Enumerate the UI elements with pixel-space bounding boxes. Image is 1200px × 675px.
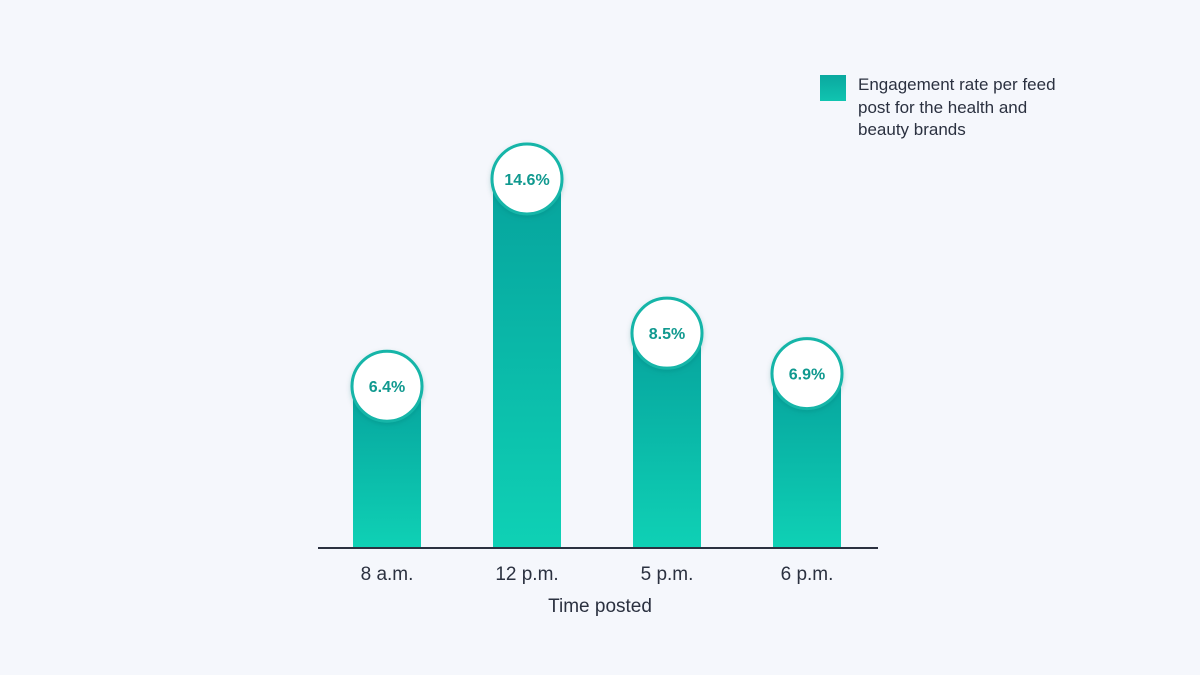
- value-badge: [350, 349, 424, 423]
- bar-12-p-m: [493, 178, 561, 548]
- value-badge: [630, 296, 704, 370]
- data-label: 6.9%: [789, 367, 825, 384]
- x-tick-label: 5 p.m.: [641, 564, 694, 585]
- value-badge: [770, 337, 844, 411]
- bars: [353, 178, 841, 548]
- x-tick-label: 12 p.m.: [495, 564, 558, 585]
- data-label: 6.4%: [369, 379, 405, 396]
- data-label: 8.5%: [649, 326, 685, 343]
- value-badge: [490, 142, 564, 216]
- legend-swatch: [820, 75, 846, 101]
- x-tick-labels: 8 a.m. 12 p.m. 5 p.m. 6 p.m.: [361, 564, 834, 585]
- data-labels: 6.4% 14.6% 8.5% 6.9%: [350, 142, 844, 423]
- legend: Engagement rate per feed post for the he…: [820, 74, 1068, 142]
- x-tick-label: 6 p.m.: [781, 564, 834, 585]
- x-axis-title: Time posted: [548, 596, 652, 617]
- data-label: 14.6%: [504, 172, 549, 189]
- x-tick-label: 8 a.m.: [361, 564, 414, 585]
- legend-label: Engagement rate per feed post for the he…: [858, 75, 1056, 139]
